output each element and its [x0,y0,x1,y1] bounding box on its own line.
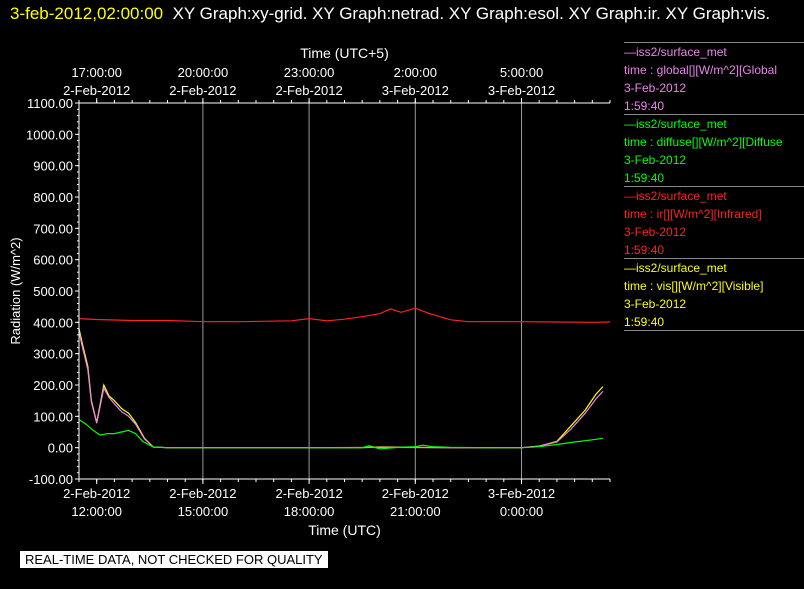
y-tick-label: 200.00 [33,378,73,393]
y-tick-label: 300.00 [33,347,73,362]
legend-variable: time : global[][W/m^2][Global [624,63,778,77]
y-tick-label: 1000.00 [26,127,73,142]
y-tick-label: 1100.00 [27,96,73,111]
title-datetime: 3-feb-2012,02:00:00 [10,4,164,23]
y-tick-label: 500.00 [33,284,73,299]
legend-separator [624,186,804,187]
x-tick-time: 0:00:00 [500,504,543,519]
top-x-tick-time: 5:00:00 [500,65,543,80]
legend-variable: time : vis[][W/m^2][Visible] [624,279,764,293]
top-x-tick-date: 2-Feb-2012 [275,83,342,98]
legend-source: —iss2/surface_met [624,189,727,203]
x-tick-date: 2-Feb-2012 [275,486,342,501]
x-axis-top-title: Time (UTC+5) [300,45,389,61]
legend-date: 3-Feb-2012 [624,153,687,167]
legend-variable: time : diffuse[][W/m^2][Diffuse [624,135,783,149]
quality-notice: REAL-TIME DATA, NOT CHECKED FOR QUALITY [20,551,328,568]
legend-time: 1:59:40 [624,171,665,185]
y-tick-label: 600.00 [33,253,73,268]
top-x-tick-date: 2-Feb-2012 [63,83,130,98]
legend-source: —iss2/surface_met [624,261,727,275]
y-tick-label: 800.00 [33,190,73,205]
x-tick-time: 12:00:00 [71,504,122,519]
legend-separator [624,42,804,43]
legend-date: 3-Feb-2012 [624,297,687,311]
x-tick-time: 18:00:00 [284,504,335,519]
x-tick-date: 3-Feb-2012 [488,486,555,501]
top-x-tick-time: 17:00:00 [71,65,122,80]
top-x-tick-time: 2:00:00 [394,65,437,80]
legend-date: 3-Feb-2012 [624,81,687,95]
y-tick-label: 100.00 [33,409,73,424]
top-x-tick-date: 2-Feb-2012 [169,83,236,98]
y-tick-label: 900.00 [33,159,73,174]
y-axis-title: Radiation (W/m^2) [8,237,23,344]
y-tick-label: 0.00 [48,441,73,456]
graph-title: 3-feb-2012,02:00:00 XY Graph:xy-grid. XY… [10,2,800,25]
top-x-tick-date: 3-Feb-2012 [382,83,449,98]
grid-lines [202,103,522,479]
legend-date: 3-Feb-2012 [624,225,687,239]
series-line-global [78,331,604,449]
series-line-diffuse [78,418,603,450]
x-axis-title: Time (UTC) [308,522,381,538]
y-tick-label: 400.00 [33,315,73,330]
x-tick-date: 2-Feb-2012 [169,486,236,501]
legend-separator [624,114,804,115]
axes [75,98,611,484]
title-graph-list: XY Graph:xy-grid. XY Graph:netrad. XY Gr… [172,4,771,23]
top-x-tick-time: 20:00:00 [178,65,229,80]
axis-labels: -100.00 0.00 100.00 200.00 300.00 400.00 500.0… [8,45,555,538]
legend-time: 1:59:40 [624,99,665,113]
series-lines [78,307,611,450]
top-x-tick-date: 3-Feb-2012 [488,83,555,98]
legend-source: —iss2/surface_met [624,45,727,59]
y-tick-label: -100.00 [29,472,73,487]
top-x-tick-time: 23:00:00 [284,65,335,80]
legend-time: 1:59:40 [624,243,665,257]
x-tick-time: 15:00:00 [178,504,229,519]
legend-time: 1:59:40 [624,315,665,329]
legend-separator [624,258,804,259]
y-tick-label: 700.00 [33,221,73,236]
series-line-visible [78,328,604,449]
x-tick-date: 2-Feb-2012 [382,486,449,501]
x-tick-date: 2-Feb-2012 [63,486,130,501]
series-line-infrared [78,307,611,323]
x-tick-time: 21:00:00 [390,504,441,519]
legend-variable: time : ir[][W/m^2][Infrared] [624,207,762,221]
legend-separator [624,330,804,331]
legend-source: —iss2/surface_met [624,117,727,131]
